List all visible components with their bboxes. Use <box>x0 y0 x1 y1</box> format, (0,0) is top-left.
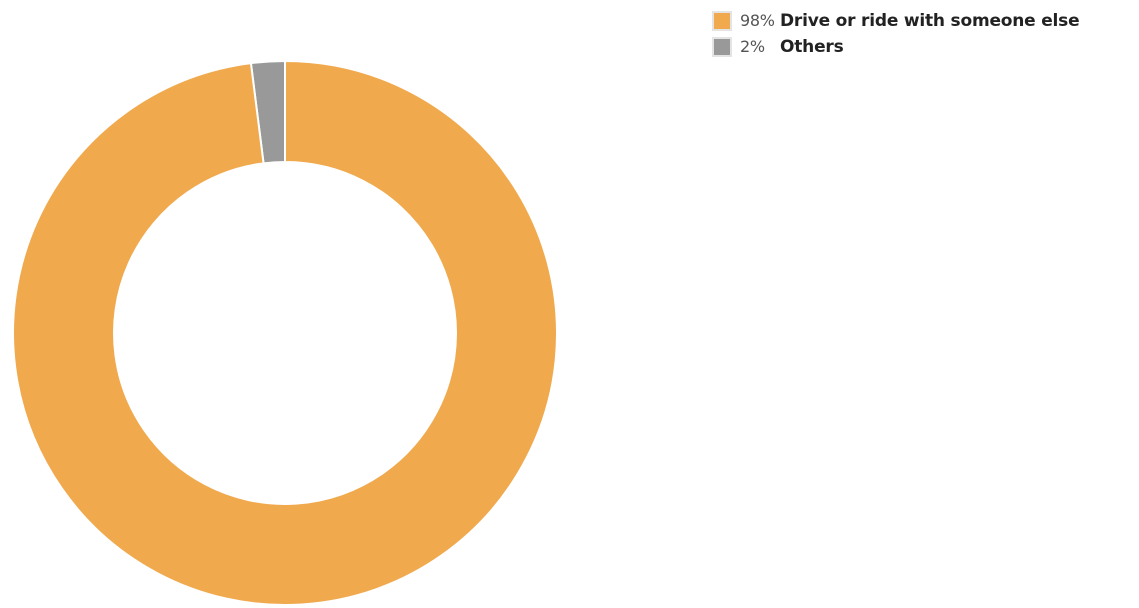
legend-item-others[interactable]: 2% Others <box>712 34 1079 59</box>
legend-swatch-drive <box>712 10 732 31</box>
donut-slice-drive-or-ride-with-someone-else[interactable] <box>12 59 558 606</box>
legend-item-drive[interactable]: 98% Drive or ride with someone else <box>712 8 1080 33</box>
donut-slices <box>12 59 558 606</box>
legend-label-drive: Drive or ride with someone else <box>780 10 1080 31</box>
donut-chart <box>12 59 558 606</box>
chart-legend: 98% Drive or ride with someone else 2% O… <box>712 8 1080 60</box>
legend-label-others: Others <box>780 36 844 57</box>
legend-percent-others: 2% <box>740 37 765 56</box>
legend-percent-drive: 98% <box>740 11 775 30</box>
legend-swatch-others <box>712 36 732 57</box>
